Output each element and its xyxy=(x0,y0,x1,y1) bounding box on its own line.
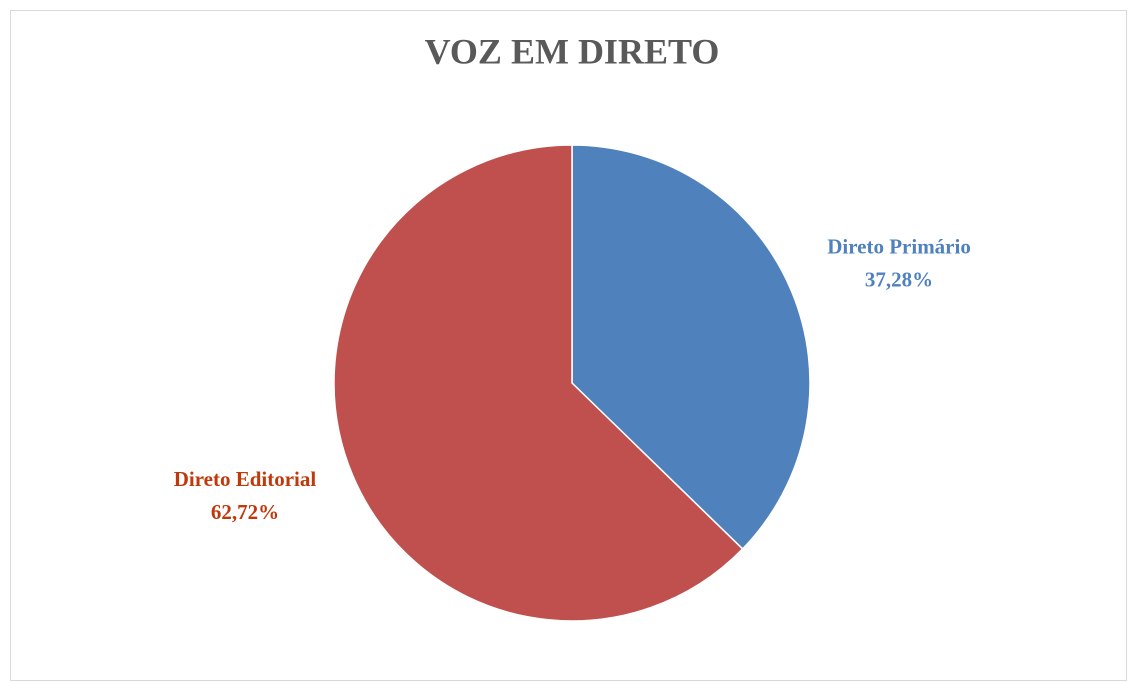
chart-title: VOZ EM DIRETO xyxy=(425,31,720,71)
pie-slice xyxy=(571,144,811,551)
slice-value-label: 62,72% xyxy=(211,500,279,524)
slice-label: Direto Primário xyxy=(827,235,971,259)
slice-value-label: 37,28% xyxy=(865,268,933,292)
slice-label: Direto Editorial xyxy=(174,467,317,491)
pie-slice xyxy=(333,144,744,622)
